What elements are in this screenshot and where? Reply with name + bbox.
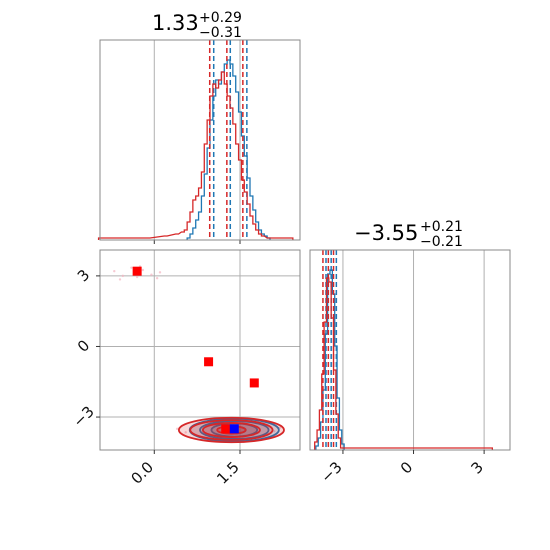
histogram-param1-title: 1.33 +0.29 −0.31: [152, 10, 242, 41]
sample-point: [121, 274, 125, 278]
histogram-step: [315, 269, 345, 450]
sample-point: [130, 266, 133, 269]
sample-point: [273, 429, 276, 433]
sample-point: [184, 431, 187, 434]
histogram-step: [186, 59, 271, 240]
x-tick-label: 3: [467, 458, 486, 477]
histogram-param1-frame: [99, 39, 301, 241]
density-2d-panel: 0.0 1.5 −3 0 3: [69, 249, 301, 488]
histogram-step: [314, 277, 494, 450]
title-minus: −0.31: [199, 25, 242, 41]
sample-point: [155, 277, 159, 280]
y-tick-label: −3: [69, 403, 97, 431]
sample-point: [141, 268, 145, 272]
x-tick-label: 1.5: [213, 458, 243, 488]
title-minus: −0.21: [420, 234, 463, 250]
density-2d-frame: [99, 249, 301, 451]
sample-point: [158, 271, 162, 274]
y-tick-label: 3: [74, 266, 93, 285]
sample-point: [150, 273, 153, 276]
blue-square-marker: [229, 424, 239, 434]
red-square-marker: [221, 424, 231, 434]
red-square-marker: [132, 266, 142, 276]
histogram-param2-frame: [309, 249, 511, 451]
red-square-marker: [204, 357, 214, 367]
histogram-param2-panel: −3 0 3 −3.55 +0.21 −0.21: [309, 219, 511, 486]
title-plus: +0.29: [199, 10, 242, 26]
histogram-param2-title: −3.55 +0.21 −0.21: [354, 219, 463, 250]
x-tick-label: 0.0: [128, 458, 158, 488]
sample-point: [135, 275, 139, 279]
title-median: 1.33: [152, 11, 199, 35]
title-median: −3.55: [354, 221, 418, 245]
x-tick-label: −3: [317, 458, 345, 486]
sample-point: [175, 427, 179, 431]
sample-point: [278, 426, 282, 429]
sample-point: [113, 269, 116, 273]
red-square-marker: [249, 378, 259, 388]
histogram-param1-panel: 1.33 +0.29 −0.31: [97, 10, 301, 244]
y-tick-label: 0: [74, 336, 93, 355]
sample-point: [118, 278, 122, 281]
x-tick-label: 0: [397, 458, 416, 477]
histogram-step: [97, 71, 294, 240]
title-plus: +0.21: [420, 219, 463, 235]
